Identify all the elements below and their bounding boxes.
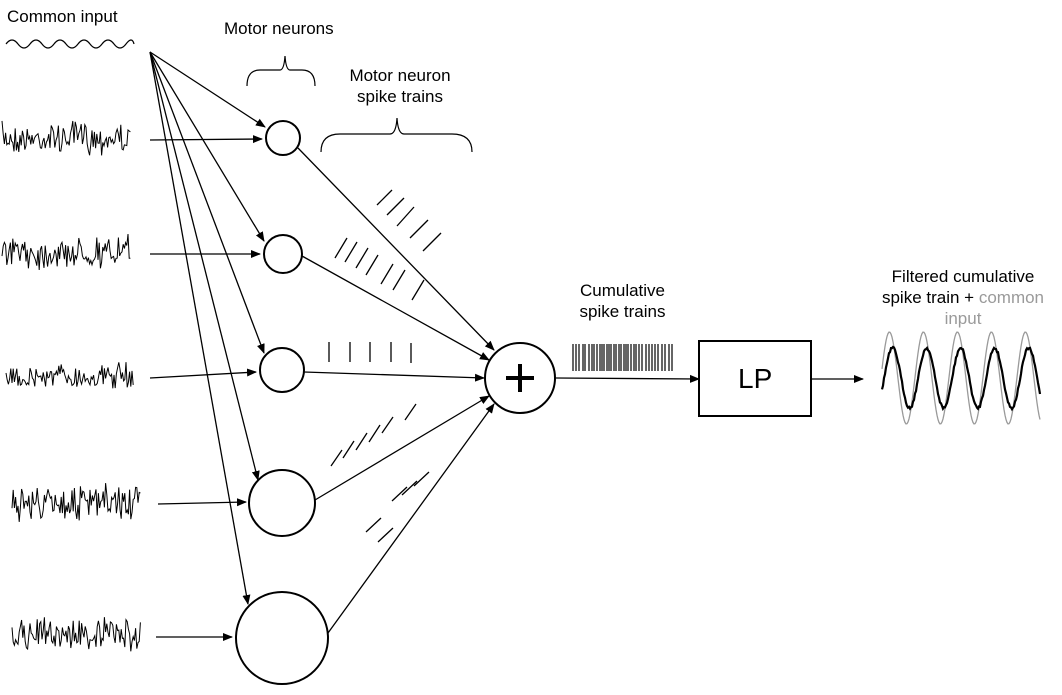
common-input-arrows (149, 51, 266, 605)
motor-neuron-3 (259, 347, 305, 393)
independent-noise-inputs (1, 120, 141, 652)
filtered-label-black-part: spike train + (881, 288, 979, 307)
output-arrow-2 (301, 255, 490, 361)
lp-label: LP (738, 363, 773, 394)
input-arrows (149, 135, 263, 641)
motor-neuron-spike-trains-label: Motor neuron spike trains (330, 65, 470, 107)
noise-input-1 (1, 120, 131, 156)
spike-trains-label-line1: Motor neuron (349, 66, 451, 85)
common-arrow-2 (149, 51, 265, 242)
cumulative-spike-trains-label: Cumulative spike trains (560, 280, 685, 322)
filtered-label-line2: spike train + common (866, 287, 1060, 308)
spike-train-marks (328, 189, 442, 543)
spike-trains-label-line2: spike trains (357, 87, 443, 106)
sum-to-lp-arrow (555, 374, 700, 383)
spike-train-2 (334, 237, 425, 301)
common-arrow-1 (149, 51, 266, 128)
motor-neuron-5 (235, 591, 329, 685)
cumulative-label-line2: spike trains (579, 302, 666, 321)
motor-neuron-2 (263, 234, 303, 274)
motor-neurons (235, 120, 329, 685)
spike-train-5 (365, 471, 430, 543)
noise-input-4 (11, 483, 141, 522)
spike-trains-brace (320, 117, 473, 153)
plus-symbol (506, 364, 534, 392)
output-arrow-3 (303, 371, 485, 382)
lp-filter-box (698, 340, 812, 417)
spike-train-4 (330, 403, 417, 467)
motor-neuron-4 (248, 469, 316, 537)
common-arrow-4 (149, 51, 260, 481)
noise-input-2 (1, 233, 131, 271)
common-input-label: Common input (7, 7, 118, 26)
output-arrow-1 (297, 147, 495, 351)
motor-neuron-1 (265, 120, 301, 156)
motor-neurons-brace (246, 55, 316, 87)
motor-neurons-label: Motor neurons (224, 19, 334, 38)
cumulative-label-line1: Cumulative (579, 281, 666, 300)
output-arrow-4 (314, 395, 490, 501)
filtered-label-line3: input (944, 309, 982, 328)
filtered-output-label: Filtered cumulative spike train + common… (866, 266, 1060, 329)
noise-input-5 (11, 617, 141, 652)
input-arrow-1 (149, 135, 263, 144)
common-arrow-3 (149, 51, 265, 354)
common-input-trace (881, 331, 1041, 425)
cumulative-spike-barcode (572, 344, 673, 371)
filtered-label-line1: Filtered cumulative (891, 267, 1035, 286)
filtered-label-grey-part: common (978, 288, 1045, 307)
common-input-waveform (5, 39, 135, 49)
input-arrow-3 (149, 368, 257, 379)
neuron-output-arrows (297, 147, 495, 634)
output-arrow-5 (327, 403, 495, 634)
noise-input-3 (5, 362, 134, 389)
filtered-spike-train-trace (880, 345, 1042, 412)
common-arrow-5 (149, 51, 251, 605)
spike-train-1 (376, 189, 442, 252)
input-arrow-4 (157, 498, 247, 507)
spike-train-3 (328, 342, 412, 363)
